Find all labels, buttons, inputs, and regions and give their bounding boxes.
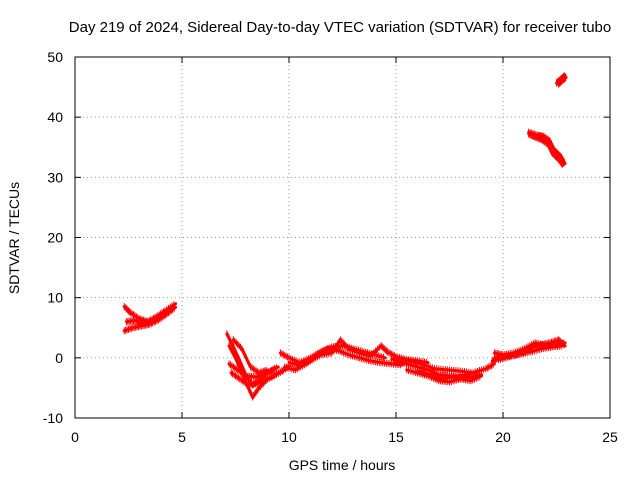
y-tick-label: 0 [55,350,63,366]
x-tick-label: 25 [602,429,618,445]
x-tick-label: 10 [281,429,297,445]
y-tick-label: -10 [43,410,63,426]
chart-title: Day 219 of 2024, Sidereal Day-to-day VTE… [69,19,611,36]
data-series [122,72,568,401]
y-axis-label: SDTVAR / TECUs [6,182,22,294]
x-tick-label: 5 [178,429,186,445]
y-tick-label: 20 [47,230,63,246]
y-tick-label: 50 [47,49,63,65]
x-axis-label: GPS time / hours [289,457,396,473]
x-tick-label: 20 [495,429,511,445]
y-tick-label: 10 [47,290,63,306]
y-tick-label: 40 [47,109,63,125]
axis-ticks: 0 5 10 15 20 25 -10 0 10 20 30 40 50 [43,49,618,445]
x-tick-label: 15 [388,429,404,445]
x-tick-label: 0 [71,429,79,445]
y-tick-label: 30 [47,169,63,185]
grid-lines [75,57,610,418]
